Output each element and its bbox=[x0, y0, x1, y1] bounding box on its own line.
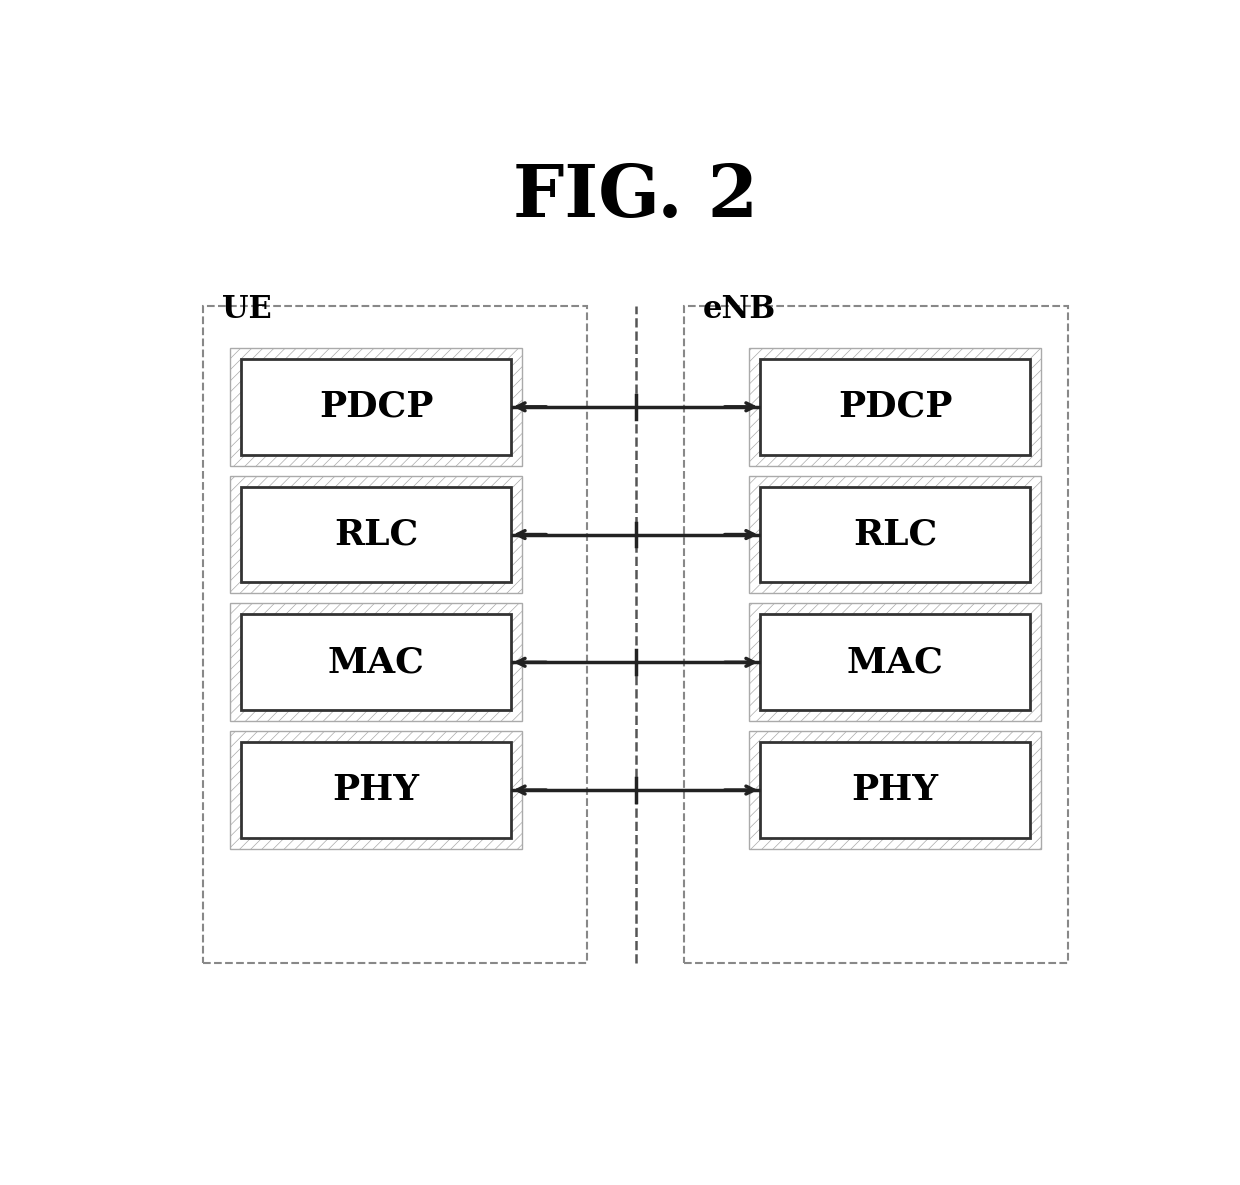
Bar bbox=[203, 307, 588, 963]
Bar bbox=[242, 359, 511, 455]
Text: PDCP: PDCP bbox=[319, 390, 433, 424]
Text: RLC: RLC bbox=[334, 518, 418, 551]
Bar bbox=[760, 359, 1029, 455]
Bar bbox=[242, 614, 511, 710]
Text: FIG. 2: FIG. 2 bbox=[513, 161, 758, 232]
Text: MAC: MAC bbox=[327, 646, 424, 679]
Bar bbox=[760, 614, 1029, 710]
Text: PDCP: PDCP bbox=[838, 390, 952, 424]
Text: UE: UE bbox=[222, 294, 272, 325]
Bar bbox=[749, 603, 1042, 722]
Text: PHY: PHY bbox=[852, 773, 939, 807]
Bar bbox=[749, 475, 1042, 594]
Text: eNB: eNB bbox=[703, 294, 776, 325]
Bar bbox=[760, 487, 1029, 583]
Bar bbox=[229, 348, 522, 466]
Bar bbox=[749, 348, 1042, 466]
Bar bbox=[242, 742, 511, 838]
Bar bbox=[229, 603, 522, 722]
Bar bbox=[242, 487, 511, 583]
Text: PHY: PHY bbox=[332, 773, 419, 807]
Bar bbox=[229, 475, 522, 594]
Text: RLC: RLC bbox=[853, 518, 937, 551]
Bar bbox=[749, 731, 1042, 848]
Text: MAC: MAC bbox=[847, 646, 944, 679]
Bar bbox=[760, 742, 1029, 838]
Bar bbox=[683, 307, 1068, 963]
Bar bbox=[229, 731, 522, 848]
